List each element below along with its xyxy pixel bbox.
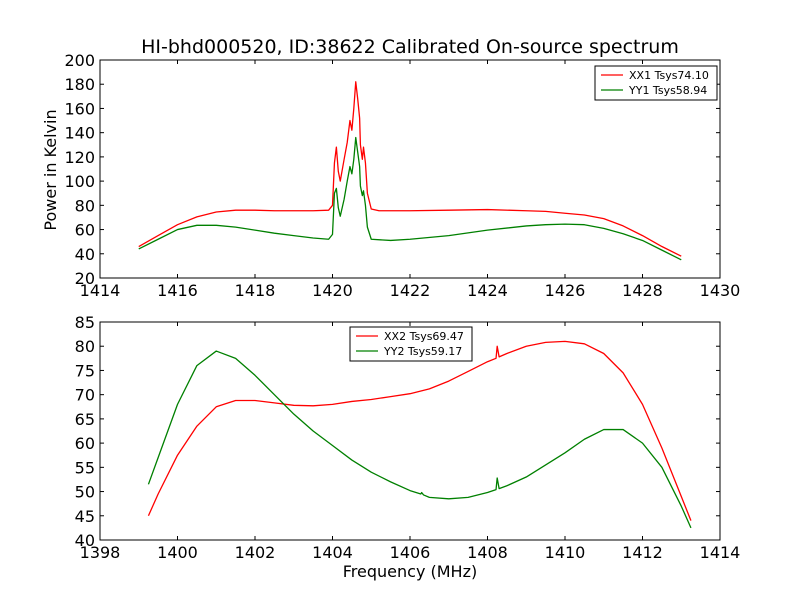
bottom-x-tick-label: 1412	[622, 543, 663, 562]
top-panel: 1414 1416 1418 1420 1422 1424 1426 1428 1430 20 40…	[64, 51, 740, 300]
top-y-tick-label: 80	[75, 196, 95, 215]
top-x-tick-label: 1414	[80, 281, 121, 300]
bottom-series-line-1	[147, 340, 692, 521]
top-y-tick-label: 40	[75, 245, 95, 264]
top-legend-label: XX1 Tsys74.10	[629, 69, 709, 82]
top-x-tick-label: 1426	[545, 281, 586, 300]
top-x-tick-label: 1418	[235, 281, 276, 300]
bottom-x-tick-label: 1408	[467, 543, 508, 562]
top-y-tick-label: 60	[75, 221, 95, 240]
top-legend-box	[594, 65, 718, 101]
top-x-tick-label: 1422	[390, 281, 431, 300]
bottom-x-tick-label: 1398	[80, 543, 121, 562]
bottom-legend: XX2 Tsys69.47 YY2 Tsys59.17	[349, 326, 473, 362]
bottom-y-tick-label: 60	[75, 434, 95, 453]
bottom-y-tick-label: 40	[75, 531, 95, 550]
top-y-tick-label: 100	[64, 172, 95, 191]
bottom-y-tick-label: 80	[75, 337, 95, 356]
bottom-x-tick-label: 1402	[235, 543, 276, 562]
top-x-tick-label: 1416	[157, 281, 198, 300]
top-y-tick-label: 200	[64, 51, 95, 70]
top-x-tick-label: 1420	[312, 281, 353, 300]
bottom-x-axis-label: Frequency (MHz)	[343, 562, 477, 581]
top-y-tick-label: 180	[64, 75, 95, 94]
bottom-x-tick-label: 1410	[545, 543, 586, 562]
bottom-x-tick-label: 1400	[157, 543, 198, 562]
chart-title: HI-bhd000520, ID:38622 Calibrated On-sou…	[141, 36, 679, 58]
top-y-tick-label: 160	[64, 99, 95, 118]
bottom-x-tick-label: 1414	[700, 543, 741, 562]
top-y-tick-label: 120	[64, 148, 95, 167]
top-series-line-1	[138, 81, 682, 257]
bottom-y-tick-label: 65	[75, 410, 95, 429]
bottom-x-tick-label: 1406	[390, 543, 431, 562]
bottom-y-tick-label: 75	[75, 361, 95, 380]
top-x-tick-label: 1430	[700, 281, 741, 300]
top-x-tick-label: 1424	[467, 281, 508, 300]
chart-panels: 1414 1416 1418 1420 1422 1424 1426 1428 1430 20 40…	[64, 51, 740, 562]
bottom-x-tick-label: 1404	[312, 543, 353, 562]
top-y-tick-label: 20	[75, 269, 95, 288]
top-x-tick-label: 1428	[622, 281, 663, 300]
top-legend-label: YY1 Tsys58.94	[628, 84, 707, 97]
bottom-y-tick-label: 55	[75, 458, 95, 477]
bottom-legend-box	[349, 326, 473, 362]
bottom-legend-label: XX2 Tsys69.47	[384, 330, 464, 343]
bottom-y-tick-label: 85	[75, 313, 95, 332]
bottom-panel: 1398 1400 1402 1404 1406 1408 1410 1412 1414 40 45…	[75, 313, 741, 562]
top-series-line-2	[138, 136, 682, 261]
top-legend: XX1 Tsys74.10 YY1 Tsys58.94	[594, 65, 718, 101]
bottom-y-tick-label: 50	[75, 483, 95, 502]
top-y-axis-label: Power in Kelvin	[41, 109, 60, 230]
bottom-y-tick-label: 45	[75, 507, 95, 526]
top-y-tick-label: 140	[64, 124, 95, 143]
bottom-series-line-2	[147, 350, 692, 529]
bottom-legend-label: YY2 Tsys59.17	[383, 345, 462, 358]
bottom-y-tick-label: 70	[75, 386, 95, 405]
